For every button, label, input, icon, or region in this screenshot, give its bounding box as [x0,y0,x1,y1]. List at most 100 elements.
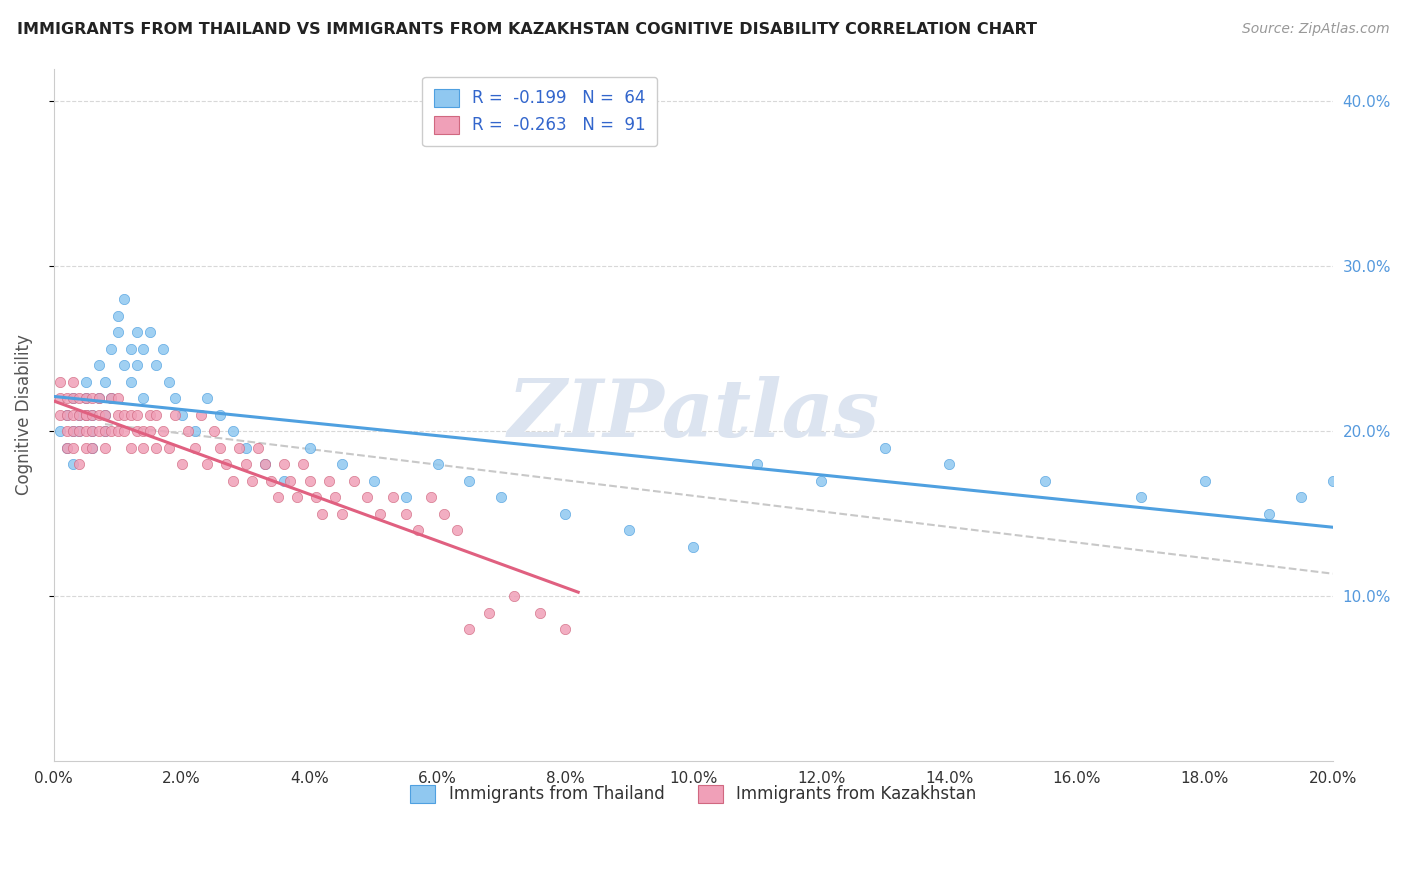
Point [75,408,97,422]
Legend: Immigrants from Thailand, Immigrants from Kazakhstan: Immigrants from Thailand, Immigrants fro… [399,773,988,815]
Point [938,457,960,471]
Point [152,425,174,439]
Point [305,490,328,504]
Point [1129,490,1152,504]
Point [62,457,84,471]
Point [682,540,704,554]
Point [94,425,117,439]
Point [55,392,77,406]
Point [82,425,104,439]
Point [1194,474,1216,488]
Point [1289,490,1312,504]
Point [62,408,84,422]
Point [112,293,135,307]
Point [55,408,77,422]
Point [87,425,110,439]
Point [145,441,167,455]
Point [1033,474,1056,488]
Point [202,425,225,439]
Point [152,342,174,356]
Point [94,408,117,422]
Point [120,441,142,455]
Point [82,441,104,455]
Point [292,457,315,471]
Point [94,441,117,455]
Point [240,474,263,488]
Point [554,507,576,521]
Text: IMMIGRANTS FROM THAILAND VS IMMIGRANTS FROM KAZAKHSTAN COGNITIVE DISABILITY CORR: IMMIGRANTS FROM THAILAND VS IMMIGRANTS F… [17,22,1036,37]
Point [49,425,72,439]
Point [503,589,526,603]
Point [67,425,90,439]
Point [49,408,72,422]
Point [394,490,416,504]
Point [323,490,346,504]
Point [273,457,295,471]
Point [132,392,155,406]
Point [132,425,155,439]
Point [190,408,212,422]
Point [67,457,90,471]
Point [82,408,104,422]
Point [478,606,501,620]
Point [298,441,321,455]
Point [67,392,90,406]
Point [139,408,162,422]
Point [100,425,122,439]
Point [87,359,110,373]
Point [55,408,77,422]
Point [273,474,295,488]
Point [458,474,481,488]
Point [67,408,90,422]
Point [139,326,162,340]
Point [87,392,110,406]
Point [55,425,77,439]
Point [330,457,353,471]
Point [139,425,162,439]
Point [94,425,117,439]
Point [368,507,391,521]
Point [222,425,245,439]
Point [112,425,135,439]
Point [67,408,90,422]
Point [420,490,443,504]
Point [120,342,142,356]
Point [183,425,205,439]
Point [112,408,135,422]
Point [94,375,117,389]
Point [177,425,200,439]
Point [55,441,77,455]
Point [62,392,84,406]
Point [235,457,257,471]
Point [75,408,97,422]
Point [318,474,340,488]
Y-axis label: Cognitive Disability: Cognitive Disability [15,334,32,495]
Point [125,359,148,373]
Point [285,490,308,504]
Point [183,441,205,455]
Point [82,408,104,422]
Point [260,474,283,488]
Point [247,441,270,455]
Point [209,441,232,455]
Point [62,425,84,439]
Point [62,392,84,406]
Point [433,507,456,521]
Point [266,490,288,504]
Point [228,441,250,455]
Point [82,425,104,439]
Point [75,425,97,439]
Point [165,392,187,406]
Point [49,375,72,389]
Point [554,622,576,636]
Point [875,441,897,455]
Point [298,474,321,488]
Point [145,408,167,422]
Point [311,507,333,521]
Point [87,392,110,406]
Point [529,606,551,620]
Point [107,392,129,406]
Point [94,408,117,422]
Point [107,326,129,340]
Point [157,441,180,455]
